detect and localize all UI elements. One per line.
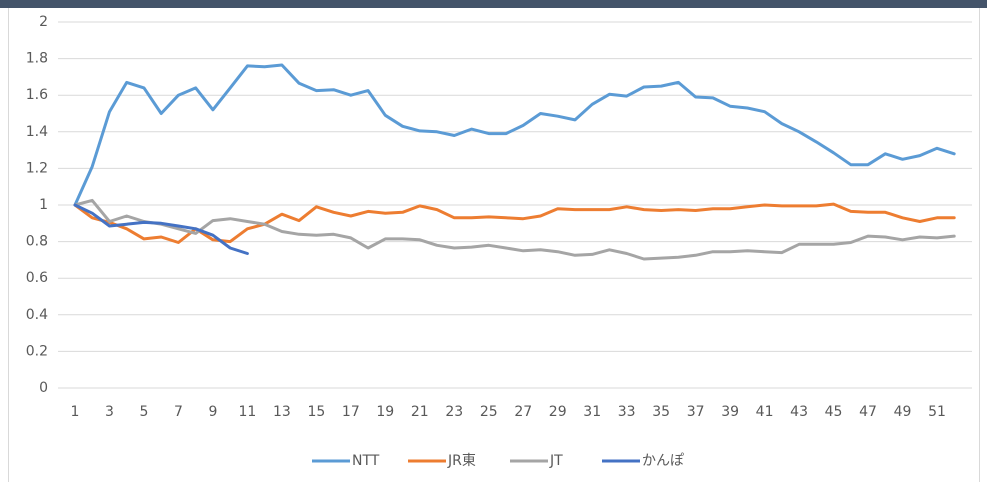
y-tick-label: 1.6	[26, 87, 48, 103]
legend-label: かんぽ	[642, 453, 684, 469]
y-tick-label: 0.2	[26, 343, 48, 359]
x-tick-label: 15	[307, 404, 325, 420]
y-tick-label: 2	[39, 14, 48, 30]
x-tick-label: 13	[273, 404, 291, 420]
y-tick-label: 1.4	[26, 124, 48, 140]
top-bar	[0, 0, 987, 8]
y-tick-label: 1	[39, 197, 48, 213]
x-tick-label: 29	[549, 404, 567, 420]
x-tick-label: 21	[411, 404, 429, 420]
x-tick-label: 25	[480, 404, 498, 420]
y-tick-label: 1.2	[26, 160, 48, 176]
y-tick-label: 0.6	[26, 270, 48, 286]
y-tick-label: 1.8	[26, 51, 48, 67]
x-tick-label: 49	[894, 404, 912, 420]
x-tick-label: 51	[928, 404, 946, 420]
x-tick-label: 33	[618, 404, 636, 420]
x-tick-label: 39	[721, 404, 739, 420]
x-tick-label: 47	[859, 404, 877, 420]
x-tick-label: 27	[514, 404, 532, 420]
y-tick-label: 0.8	[26, 234, 48, 250]
legend-label: NTT	[352, 453, 380, 469]
x-tick-label: 43	[790, 404, 808, 420]
x-tick-label: 31	[583, 404, 601, 420]
x-tick-label: 1	[71, 404, 80, 420]
y-tick-label: 0.4	[26, 307, 48, 323]
x-tick-label: 9	[208, 404, 217, 420]
y-tick-label: 0	[39, 380, 48, 396]
x-tick-label: 45	[825, 404, 843, 420]
x-tick-label: 35	[652, 404, 670, 420]
x-tick-label: 19	[376, 404, 394, 420]
x-tick-label: 37	[687, 404, 705, 420]
x-tick-label: 17	[342, 404, 360, 420]
x-tick-label: 23	[445, 404, 463, 420]
legend-label: JT	[549, 453, 563, 469]
series-line	[73, 203, 249, 255]
x-tick-label: 41	[756, 404, 774, 420]
legend-label: JR東	[447, 453, 476, 469]
x-tick-label: 11	[238, 404, 256, 420]
x-tick-label: 7	[174, 404, 183, 420]
series-line	[73, 63, 956, 207]
x-tick-label: 5	[139, 404, 148, 420]
series-line	[73, 198, 956, 261]
x-tick-label: 3	[105, 404, 114, 420]
